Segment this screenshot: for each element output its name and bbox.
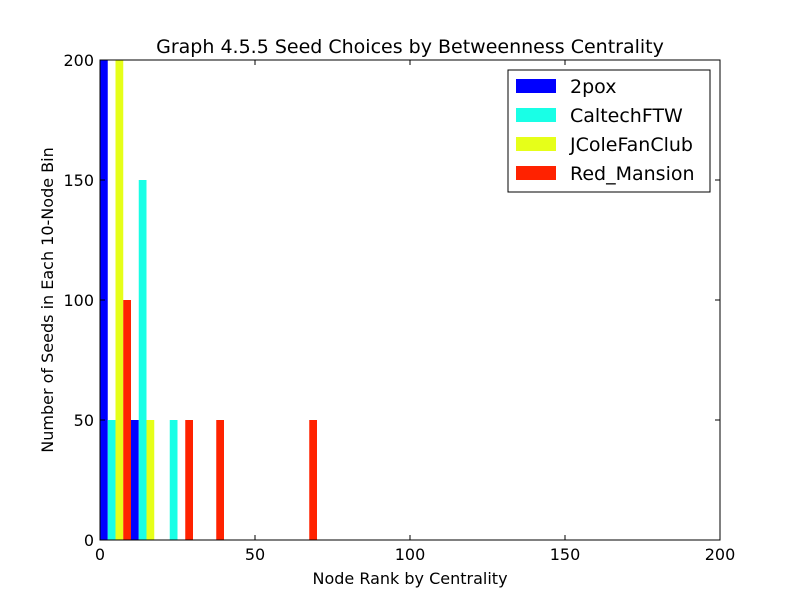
ticks-layer: 0 50 100 150 200 0 50 100 150 200: [63, 51, 735, 564]
x-tick-label: 150: [550, 545, 581, 564]
bar-jcolefanclub-bin-0: [115, 60, 124, 540]
legend-swatch: [516, 79, 556, 93]
x-tick-label: 200: [705, 545, 736, 564]
bar-red-mansion-bin-0: [123, 300, 131, 540]
legend-label: 2pox: [570, 76, 616, 98]
bar-caltechftw-bin-20: [169, 420, 178, 540]
y-tick-label: 50: [74, 411, 94, 430]
bar-2pox-bin-10: [131, 420, 139, 540]
x-axis-title: Node Rank by Centrality: [312, 569, 507, 588]
bar-red-mansion-bin-60: [309, 420, 317, 540]
legend-swatch: [516, 108, 556, 122]
x-tick-label: 0: [95, 545, 105, 564]
chart-title: Graph 4.5.5 Seed Choices by Betweenness …: [156, 36, 664, 58]
bar-red-mansion-bin-30: [216, 420, 224, 540]
bar-jcolefanclub-bin-10: [146, 420, 155, 540]
y-tick-label: 200: [63, 51, 94, 70]
y-tick-label: 100: [63, 291, 94, 310]
y-tick-label: 0: [84, 531, 94, 550]
legend-label: JColeFanClub: [569, 134, 693, 156]
y-axis-title: Number of Seeds in Each 10-Node Bin: [38, 147, 57, 452]
x-tick-label: 50: [245, 545, 265, 564]
legend-label: CaltechFTW: [570, 105, 683, 127]
bar-caltechftw-bin-10: [138, 180, 147, 540]
legend-label: Red_Mansion: [570, 163, 695, 185]
bars-layer: [100, 60, 317, 540]
x-tick-label: 100: [395, 545, 426, 564]
y-tick-label: 150: [63, 171, 94, 190]
legend-swatch: [516, 166, 556, 180]
bar-red-mansion-bin-20: [185, 420, 193, 540]
bar-caltechftw-bin-0: [107, 420, 116, 540]
legend: 2pox CaltechFTW JColeFanClub Red_Mansion: [507, 69, 711, 193]
legend-swatch: [516, 137, 556, 151]
